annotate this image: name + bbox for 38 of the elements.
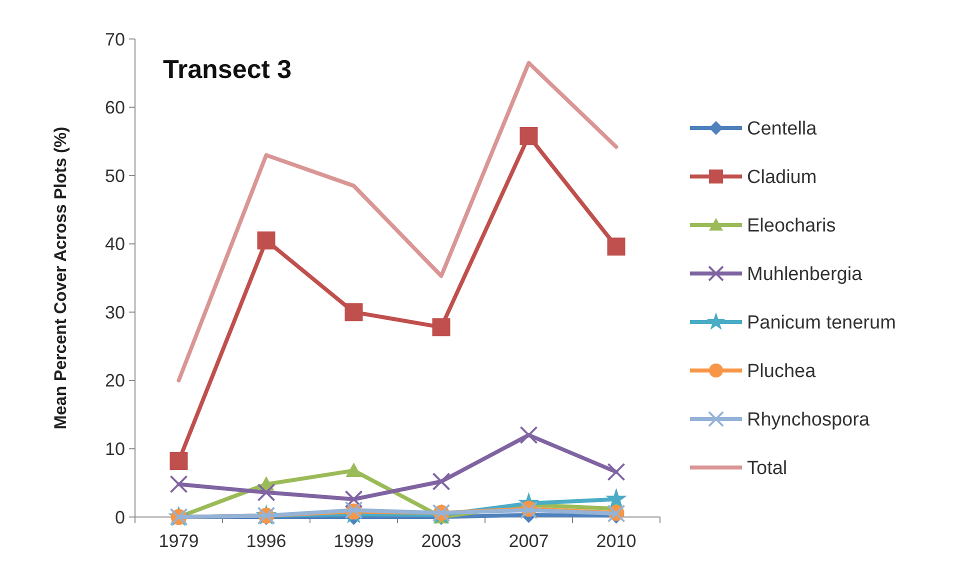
legend-label: Muhlenbergia [747,264,863,286]
y-tick-label: 0 [114,507,125,528]
point [432,318,450,336]
point [432,472,450,490]
legend-label: Eleocharis [747,216,836,237]
y-tick-label: 60 [104,98,125,118]
point [257,231,276,250]
point [170,452,188,470]
legend-label: Cladium [747,167,817,188]
legend-label: Centella [747,118,818,140]
y-tick-label: 30 [104,302,125,322]
x-tick-label: 1999 [334,531,374,551]
x-tick-label: 2007 [508,531,549,551]
x-tick-label: 2010 [596,531,636,551]
point [346,462,362,477]
x-tick-label: 1996 [246,531,286,551]
y-tick-label: 20 [104,370,125,391]
legend-label: Rhynchospora [747,410,870,431]
point [606,488,627,508]
point [607,462,626,481]
y-tick-label: 50 [104,166,125,186]
point [344,303,363,322]
legend-label: Total [747,458,788,480]
y-tick-label: 70 [104,29,125,50]
point [170,475,188,494]
legend-label: Panicum tenerum [747,312,896,334]
legend-label: Pluchea [747,361,816,382]
point [257,483,276,502]
point [607,238,626,256]
x-tick-label: 2003 [421,531,462,551]
y-axis-title: Mean Percent Cover Across Plots (%) [51,126,70,430]
point [520,126,538,145]
y-tick-label: 10 [104,439,125,460]
text: Transect 3 [163,54,292,84]
point [344,490,363,508]
point [520,426,538,444]
x-tick-label: 1979 [158,531,199,551]
y-tick-label: 40 [104,234,125,254]
